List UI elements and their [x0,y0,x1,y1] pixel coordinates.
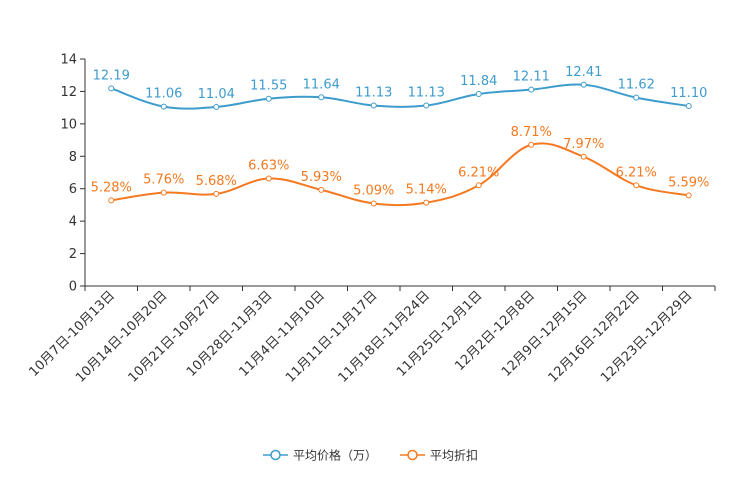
chart-legend[interactable]: 平均价格（万） 平均折扣 [263,448,478,463]
legend-item-2[interactable]: 平均折扣 [400,448,478,463]
data-label: 5.93% [301,170,342,185]
data-label: 6.21% [616,165,657,180]
data-label: 11.62 [618,78,655,93]
x-category-label: 10月21日-10月27日 [126,288,223,385]
data-point [685,192,692,199]
y-tick-label: 14 [60,53,77,68]
data-label: 12.11 [513,70,550,85]
y-tick-label: 0 [69,280,77,295]
series-1: 12.19 11.06 11.04 11.55 11.64 11.13 11.13 11.84… [93,65,707,110]
data-label: 11.04 [198,87,235,102]
data-point [423,199,430,206]
data-label: 5.14% [406,183,447,198]
data-point [213,190,220,197]
y-tick-label: 4 [69,215,77,230]
x-category-label: 11月11日-11月17日 [283,288,380,385]
data-label: 5.09% [353,183,394,198]
data-label: 6.63% [248,158,289,173]
data-label: 11.10 [670,86,707,101]
data-label: 5.28% [91,180,132,195]
data-point [580,153,587,160]
data-point [475,182,482,189]
data-point [318,186,325,193]
series-layer: 12.19 11.06 11.04 11.55 11.64 11.13 11.13 11.84… [91,65,709,207]
data-point [108,85,115,92]
data-point [108,197,115,204]
data-point [633,182,640,189]
series-line [110,83,689,110]
data-label: 11.55 [250,79,287,94]
y-tick-label: 8 [69,150,77,165]
data-label: 12.19 [93,68,130,83]
y-tick-label: 2 [69,247,77,262]
data-point [423,102,430,109]
data-point [685,103,692,110]
data-label: 5.76% [143,173,184,188]
data-point [580,81,587,88]
data-point [370,102,377,109]
data-label: 11.13 [408,86,445,101]
y-tick-label: 12 [60,85,77,100]
data-label: 5.59% [668,175,709,190]
data-label: 8.71% [511,125,552,140]
data-label: 11.64 [303,77,340,92]
series-line [111,142,689,207]
data-label: 7.97% [563,137,604,152]
data-point [160,189,167,196]
data-point [633,94,640,101]
data-label: 5.68% [196,174,237,189]
data-label: 6.21% [458,165,499,180]
series-2: 5.28% 5.76% 5.68% 6.63% 5.93% 5.09% 5.14% 6.21%… [91,125,709,207]
data-point [370,200,377,207]
legend-marker-icon [407,449,418,461]
chart-axes: 0 2 4 6 8 10 12 14 10月7日-10月13日10月14日-10月20日10月2… [26,53,716,386]
data-label: 11.13 [355,86,392,101]
legend-label: 平均价格（万） [293,448,377,463]
x-category-label: 11月18日-11月24日 [336,288,433,385]
data-point [265,95,272,102]
data-point [528,86,535,93]
data-point [213,103,220,110]
x-category-label: 10月7日-10月13日 [26,288,118,380]
data-label: 11.84 [460,74,497,89]
legend-label: 平均折扣 [430,448,478,463]
data-label: 12.41 [565,65,602,80]
data-point [265,175,272,182]
data-point [318,94,325,101]
data-point [160,103,167,110]
legend-marker-icon [270,449,281,461]
data-point [528,141,535,148]
data-point [475,91,482,98]
data-label: 11.06 [145,87,182,102]
y-tick-label: 6 [69,182,77,197]
x-category-label: 10月14日-10月20日 [73,288,170,385]
y-tick-label: 10 [60,117,77,132]
x-category-label: 12月23日-12月29日 [598,288,695,385]
x-category-label: 12月16日-12月22日 [546,288,643,385]
legend-item-1[interactable]: 平均价格（万） [263,448,377,463]
